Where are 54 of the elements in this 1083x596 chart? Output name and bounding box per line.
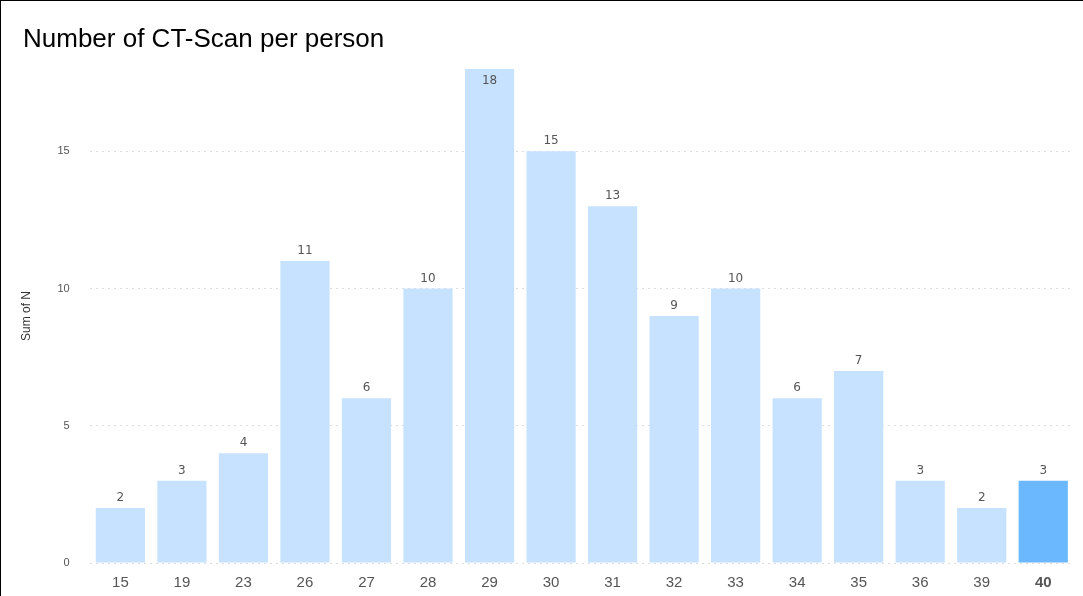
- y-axis-title: Sum of N: [18, 290, 33, 342]
- data-label: 6: [793, 380, 801, 395]
- data-label: 3: [178, 462, 186, 477]
- bar: [649, 316, 699, 563]
- bar: [280, 261, 330, 563]
- x-tick-label: 35: [850, 573, 868, 591]
- y-tick-label: 15: [57, 144, 70, 157]
- bar: [711, 288, 761, 563]
- data-label: 2: [116, 490, 125, 505]
- x-tick-label: 33: [727, 573, 744, 591]
- bar: [526, 151, 576, 563]
- bar: [95, 508, 146, 563]
- y-tick-label: 5: [63, 418, 70, 431]
- x-tick-label: 26: [296, 573, 314, 591]
- y-tick-label: 10: [57, 281, 70, 294]
- bar: [772, 398, 822, 563]
- x-tick-label: 19: [173, 573, 191, 591]
- data-label: 7: [854, 353, 863, 368]
- x-tick-label: 36: [911, 573, 929, 591]
- x-tick-label: 39: [973, 573, 991, 591]
- data-label: 18: [481, 73, 498, 88]
- bar: [834, 370, 884, 563]
- bar: [403, 288, 453, 563]
- data-label: 11: [297, 243, 313, 258]
- x-tick-label: 28: [419, 573, 437, 591]
- x-tick-label: 30: [542, 573, 560, 591]
- data-label: 6: [362, 380, 371, 395]
- data-label: 10: [727, 270, 744, 285]
- x-tick-label: 32: [665, 573, 683, 591]
- bar: [895, 480, 945, 563]
- bar: [218, 453, 269, 563]
- x-tick-label: 27: [358, 573, 375, 591]
- data-label: 9: [670, 298, 678, 313]
- data-label: 15: [543, 133, 559, 148]
- data-label: 13: [604, 188, 621, 203]
- bar: [341, 398, 392, 563]
- bar: [157, 480, 207, 563]
- data-label: 3: [1039, 462, 1048, 477]
- bar: [1018, 480, 1068, 563]
- x-tick-label: 40: [1034, 573, 1052, 591]
- data-label: 10: [420, 270, 436, 285]
- x-tick-label: 29: [481, 573, 498, 591]
- data-label: 4: [239, 435, 248, 450]
- data-label: 3: [916, 462, 925, 477]
- x-tick-label: 34: [788, 573, 806, 591]
- bar: [587, 206, 638, 563]
- x-tick-label: 15: [112, 573, 129, 591]
- chart-title: Number of CT-Scan per person: [23, 23, 385, 54]
- bar: [957, 508, 1007, 563]
- x-tick-label: 23: [235, 573, 252, 591]
- x-tick-label: 31: [604, 573, 621, 591]
- y-tick-label: 0: [63, 556, 70, 569]
- bar: [464, 69, 515, 563]
- data-label: 2: [977, 490, 986, 505]
